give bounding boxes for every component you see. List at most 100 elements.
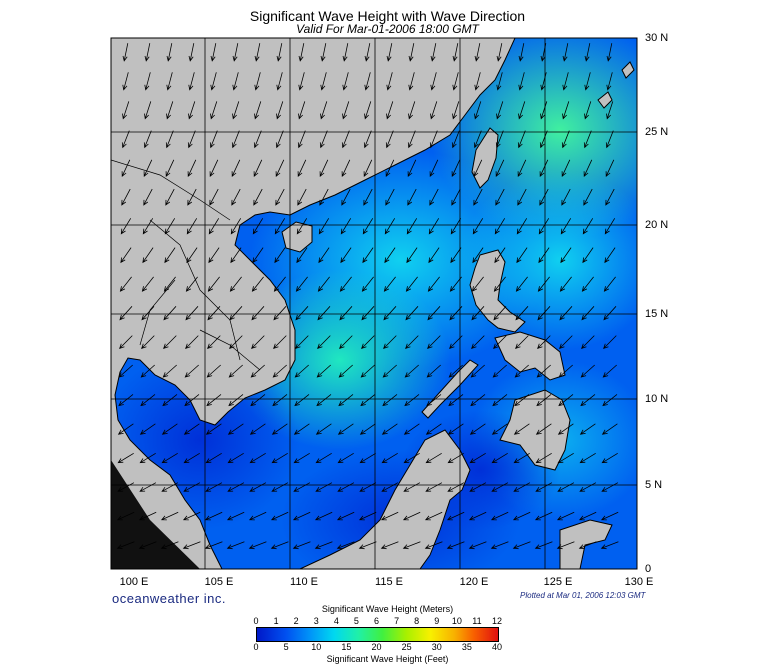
wave-direction-arrow	[206, 394, 222, 407]
wave-direction-arrow	[166, 72, 173, 91]
wave-direction-arrow	[452, 101, 460, 120]
wave-direction-arrow	[250, 364, 265, 378]
wave-direction-arrow	[249, 452, 266, 464]
wave-direction-arrow	[513, 482, 531, 492]
wave-direction-arrow	[141, 276, 154, 292]
wave-direction-arrow	[559, 306, 573, 321]
wave-direction-arrow	[606, 43, 613, 62]
wave-direction-arrow	[182, 511, 201, 521]
wave-direction-arrow	[469, 482, 487, 492]
wave-direction-arrow	[361, 335, 375, 350]
wave-direction-arrow	[517, 130, 526, 149]
wave-direction-arrow	[248, 541, 267, 550]
mainland-asia	[111, 38, 516, 569]
wave-direction-arrow	[117, 423, 134, 435]
wave-direction-arrow	[512, 541, 531, 550]
wave-direction-arrow	[579, 423, 596, 435]
colorbar-feet-tick: 5	[283, 642, 289, 652]
wave-direction-arrow	[186, 247, 198, 264]
wave-direction-arrow	[143, 159, 153, 178]
wave-direction-arrow	[160, 511, 179, 521]
wave-direction-arrow	[448, 394, 464, 407]
wave-direction-arrow	[230, 218, 242, 235]
colorbar-feet-tick: 25	[401, 642, 412, 652]
wave-direction-arrow	[471, 306, 485, 321]
wave-direction-arrow	[381, 423, 398, 435]
wave-direction-arrow	[408, 72, 415, 91]
wave-direction-arrow	[254, 101, 262, 120]
wave-direction-arrow	[119, 306, 133, 321]
wave-direction-arrow	[537, 335, 551, 350]
wave-direction-arrow	[449, 335, 463, 350]
wave-direction-arrow	[320, 43, 327, 62]
wave-direction-arrow	[336, 511, 355, 521]
ryukyu-islands	[597, 61, 635, 109]
wave-direction-arrow	[161, 452, 178, 464]
wave-direction-arrow	[493, 306, 507, 321]
wave-direction-arrow	[449, 306, 463, 321]
wave-direction-arrow	[513, 423, 530, 435]
colorbar-title-feet: Significant Wave Height (Feet)	[326, 654, 449, 664]
wave-direction-arrow	[232, 72, 239, 91]
wave-direction-arrow	[337, 423, 354, 435]
wave-direction-arrow	[539, 188, 549, 206]
wave-direction-arrow	[253, 159, 263, 178]
wave-direction-arrow	[275, 130, 284, 149]
wave-direction-arrow	[320, 101, 328, 120]
wave-direction-arrow	[316, 364, 331, 378]
wave-direction-arrow	[364, 101, 372, 120]
wave-direction-arrow	[253, 130, 262, 149]
wave-direction-arrow	[116, 511, 135, 521]
wave-direction-arrow	[534, 541, 553, 550]
wave-direction-arrow	[468, 541, 487, 550]
wave-direction-arrow	[318, 218, 330, 235]
wave-direction-arrow	[386, 72, 393, 91]
wave-direction-arrow	[272, 394, 288, 407]
wave-direction-arrow	[382, 364, 397, 378]
wave-direction-arrow	[162, 364, 177, 378]
map-title: Significant Wave Height with Wave Direct…	[249, 8, 526, 24]
wave-direction-arrow	[602, 394, 618, 407]
wave-direction-arrow	[557, 482, 575, 492]
colorbar-feet-tick: 30	[431, 642, 442, 652]
wave-direction-arrow	[188, 72, 195, 91]
wave-direction-arrow	[562, 101, 570, 120]
colorbar-meter-tick: 7	[394, 616, 400, 626]
wave-direction-arrow	[295, 306, 309, 321]
colorbar-meter-tick: 6	[373, 616, 379, 626]
wave-direction-arrow	[292, 511, 311, 521]
colorbar-feet-tick: 20	[371, 642, 382, 652]
wave-direction-arrow	[337, 452, 354, 464]
wave-direction-arrow	[318, 247, 330, 264]
wave-direction-arrow	[402, 541, 421, 550]
wave-direction-arrow	[603, 306, 617, 321]
wave-direction-arrow	[512, 511, 531, 521]
wave-direction-arrow	[604, 247, 616, 264]
hainan-island	[281, 221, 313, 253]
wave-direction-arrow	[337, 482, 355, 492]
wave-direction-arrow	[141, 335, 155, 350]
wave-direction-arrow	[427, 306, 441, 321]
wave-direction-arrow	[517, 159, 527, 178]
wave-direction-arrow	[142, 247, 154, 264]
wave-direction-arrow	[425, 452, 442, 464]
wave-direction-arrow	[384, 247, 396, 264]
wave-direction-arrow	[271, 482, 289, 492]
wave-direction-arrow	[452, 43, 459, 62]
wave-direction-arrow	[493, 276, 506, 292]
wave-direction-arrow	[451, 188, 461, 206]
wave-direction-arrow	[382, 394, 398, 407]
wave-direction-arrow	[562, 72, 569, 91]
wave-direction-arrow	[253, 188, 263, 206]
wave-direction-arrow	[535, 452, 552, 464]
wave-direction-arrow	[408, 101, 416, 120]
luzon-island	[469, 249, 526, 333]
wave-direction-arrow	[143, 188, 153, 206]
wave-direction-arrow	[117, 452, 134, 464]
wave-direction-arrow	[138, 541, 157, 550]
wave-direction-arrow	[560, 247, 572, 264]
wave-direction-arrow	[424, 511, 443, 521]
wave-direction-arrow	[226, 541, 245, 550]
wave-direction-arrow	[231, 159, 241, 178]
wave-direction-arrow	[250, 394, 266, 407]
